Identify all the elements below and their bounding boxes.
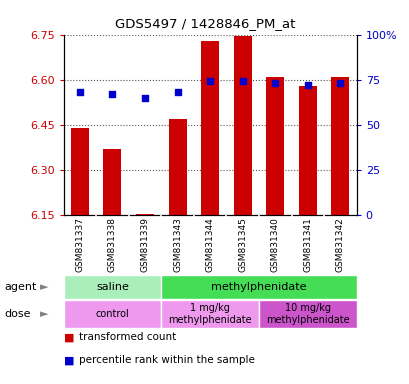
Text: GSM831342: GSM831342 bbox=[335, 217, 344, 272]
Bar bbox=[168, 119, 186, 215]
Text: GSM831341: GSM831341 bbox=[303, 217, 312, 272]
Text: control: control bbox=[95, 309, 129, 319]
Text: methylphenidate: methylphenidate bbox=[211, 282, 306, 292]
Bar bbox=[258, 300, 356, 328]
Point bbox=[76, 89, 83, 95]
Text: ■: ■ bbox=[63, 355, 77, 365]
Text: GSM831340: GSM831340 bbox=[270, 217, 279, 272]
Text: GDS5497 / 1428846_PM_at: GDS5497 / 1428846_PM_at bbox=[115, 17, 294, 30]
Bar bbox=[330, 77, 348, 215]
Text: transformed count: transformed count bbox=[79, 332, 176, 342]
Text: GSM831344: GSM831344 bbox=[205, 217, 214, 272]
Bar bbox=[103, 149, 121, 215]
Text: GSM831337: GSM831337 bbox=[75, 217, 84, 272]
Point bbox=[239, 78, 245, 84]
Text: agent: agent bbox=[4, 282, 36, 292]
Text: GSM831339: GSM831339 bbox=[140, 217, 149, 272]
Text: GSM831338: GSM831338 bbox=[108, 217, 117, 272]
Bar bbox=[201, 41, 218, 215]
Point bbox=[304, 82, 310, 88]
Point bbox=[174, 89, 180, 95]
Point bbox=[206, 78, 213, 84]
Bar bbox=[161, 275, 356, 299]
Bar bbox=[298, 86, 316, 215]
Point bbox=[336, 80, 343, 86]
Text: ■: ■ bbox=[63, 332, 77, 342]
Bar bbox=[233, 36, 251, 215]
Text: GSM831343: GSM831343 bbox=[173, 217, 182, 272]
Bar bbox=[63, 300, 161, 328]
Text: 10 mg/kg
methylphenidate: 10 mg/kg methylphenidate bbox=[265, 303, 349, 325]
Text: percentile rank within the sample: percentile rank within the sample bbox=[79, 355, 254, 365]
Bar bbox=[63, 275, 161, 299]
Bar bbox=[136, 214, 153, 215]
Point bbox=[142, 95, 148, 101]
Text: dose: dose bbox=[4, 309, 31, 319]
Bar bbox=[266, 77, 283, 215]
Text: ►: ► bbox=[40, 282, 48, 292]
Point bbox=[271, 80, 278, 86]
Text: 1 mg/kg
methylphenidate: 1 mg/kg methylphenidate bbox=[168, 303, 251, 325]
Bar bbox=[71, 128, 89, 215]
Bar bbox=[161, 300, 258, 328]
Text: ►: ► bbox=[40, 309, 48, 319]
Text: saline: saline bbox=[96, 282, 128, 292]
Text: GSM831345: GSM831345 bbox=[238, 217, 247, 272]
Point bbox=[109, 91, 115, 97]
